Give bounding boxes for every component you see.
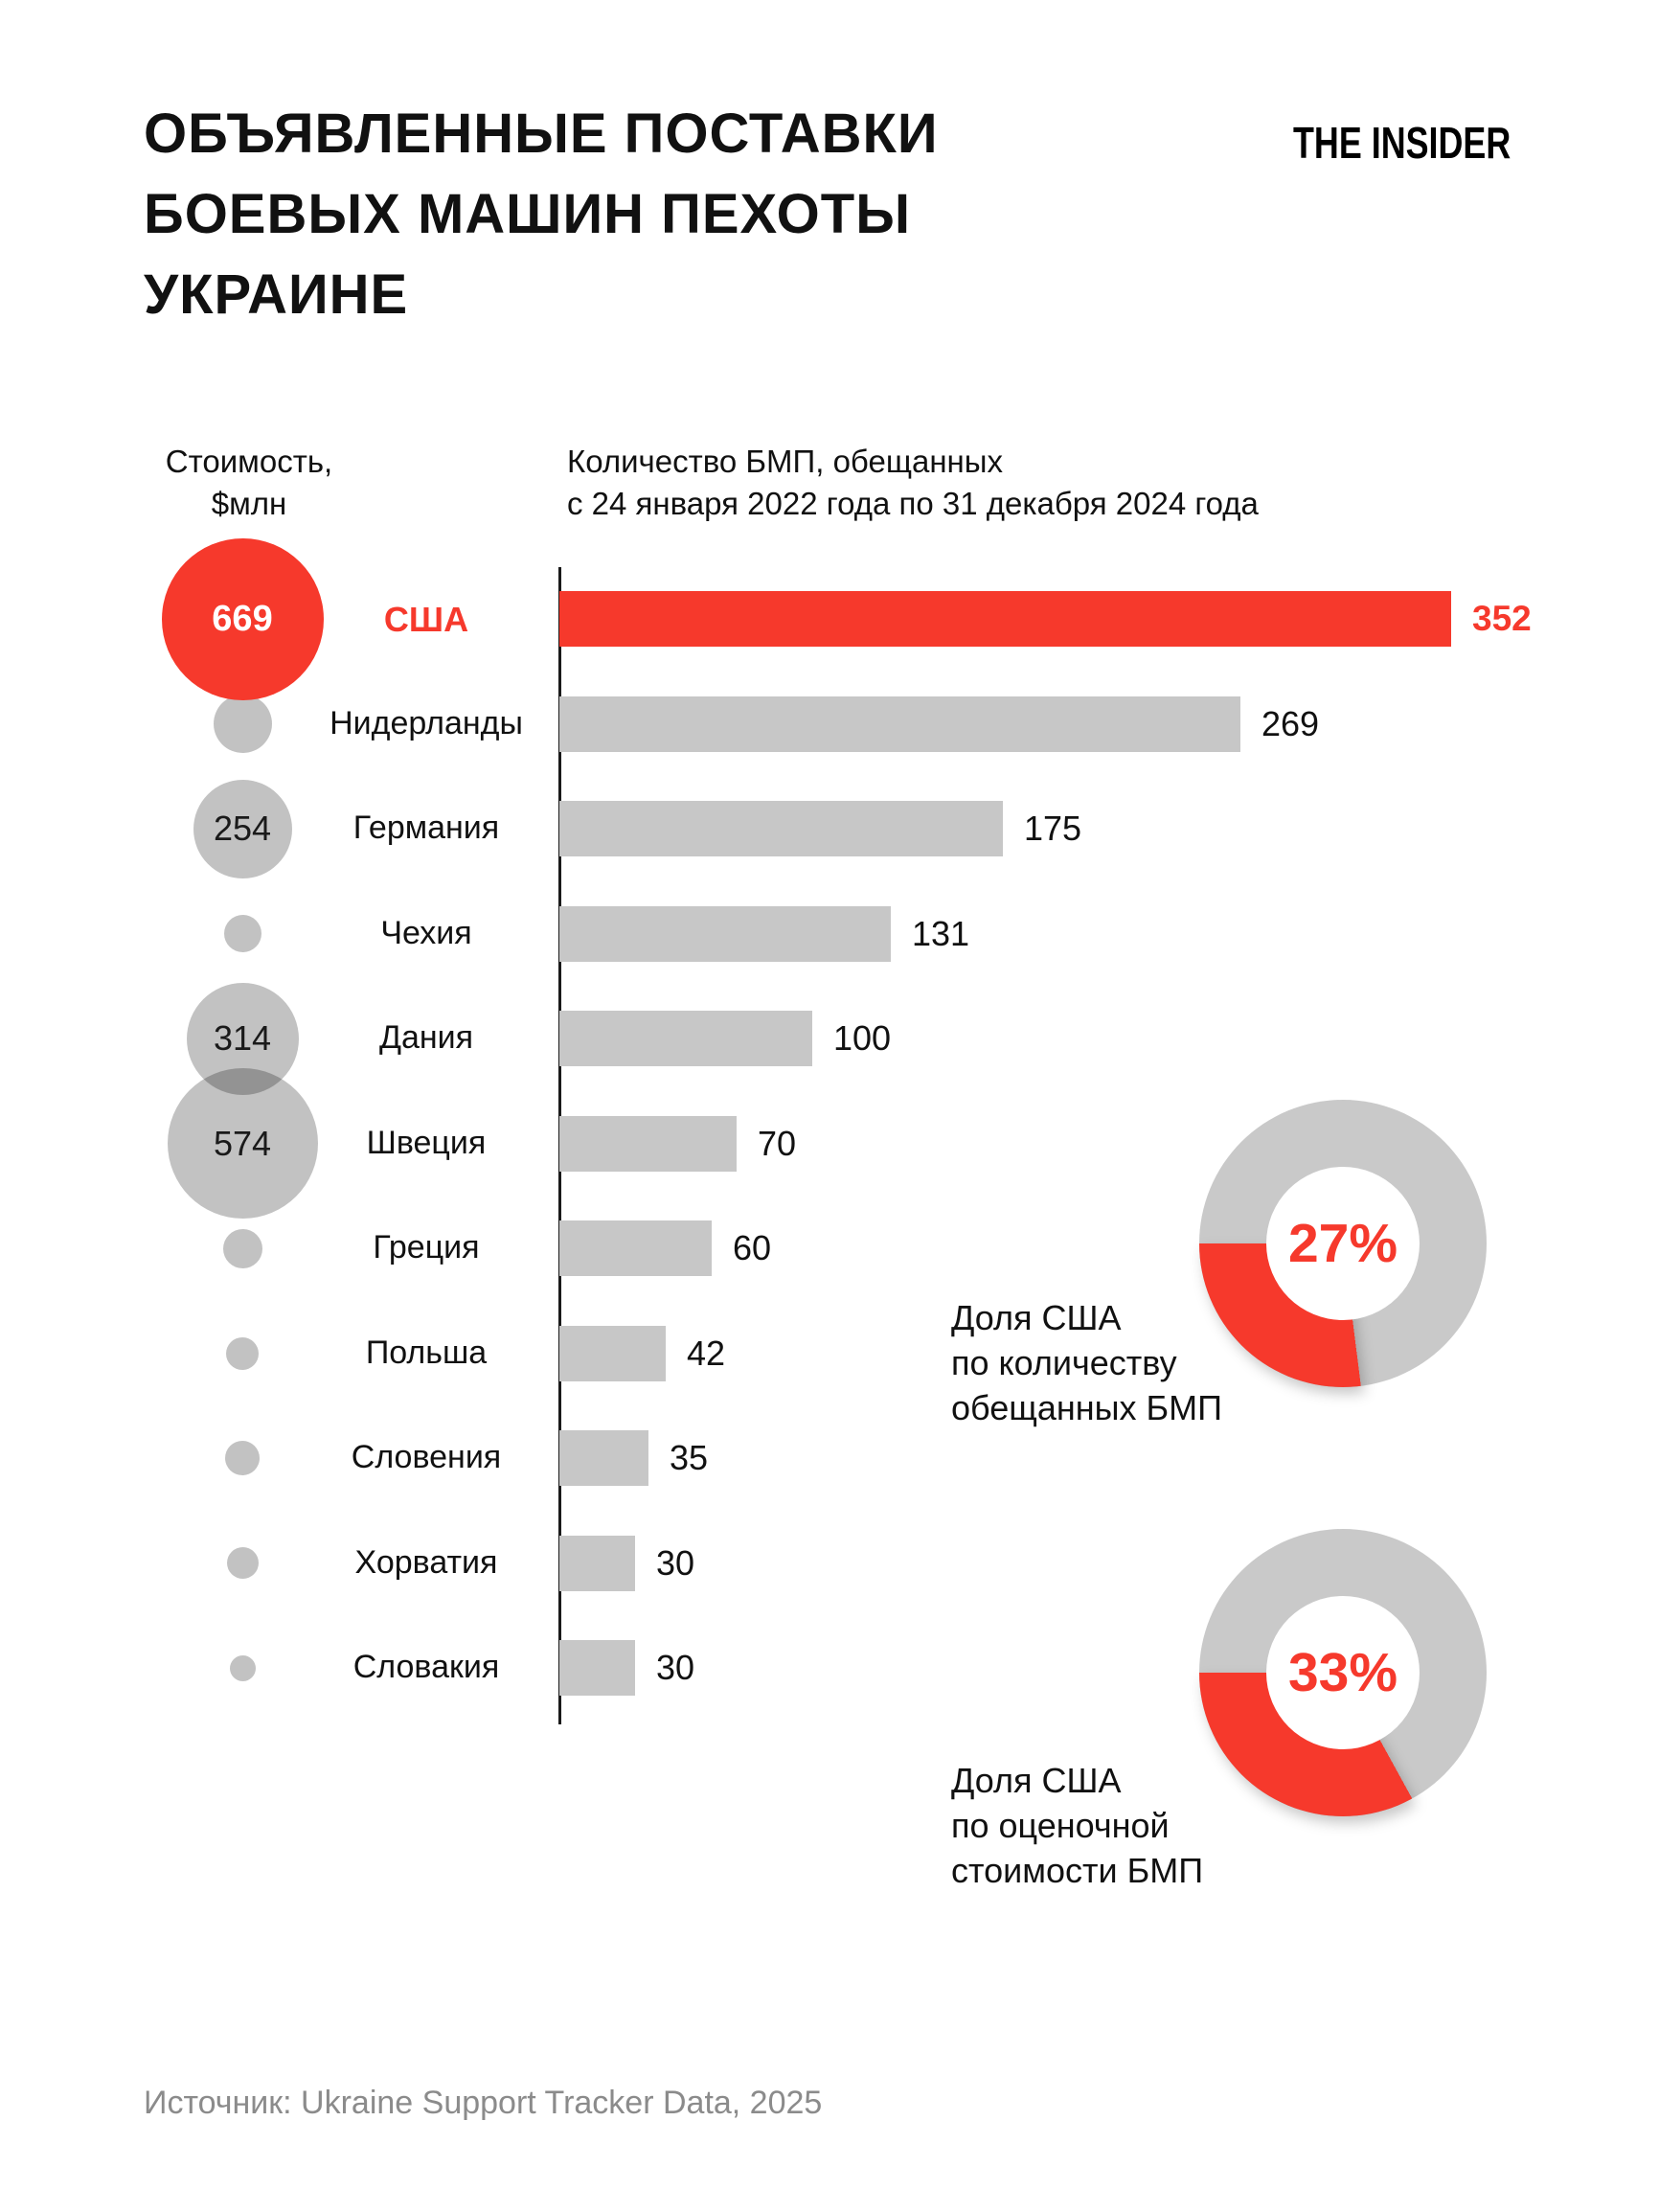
cost-bubble [229, 1654, 256, 1681]
quantity-value-label: 60 [733, 1228, 772, 1267]
country-label: Словения [351, 1439, 502, 1475]
quantity-bar [559, 1430, 648, 1486]
quantity-bar [559, 1220, 712, 1276]
cost-bubble-value: 314 [213, 1018, 272, 1058]
quantity-value-label: 131 [912, 913, 970, 953]
quantity-bar [559, 905, 891, 962]
quantity-value-label: 30 [656, 1542, 695, 1583]
quantity-bar [559, 1535, 635, 1591]
cost-column-header: Стоимость, $млн [105, 441, 393, 525]
cost-bubble [225, 1441, 260, 1475]
country-label: США [383, 600, 469, 639]
quantity-value-label: 35 [670, 1438, 709, 1477]
donut-percent-label: 27% [1287, 1213, 1398, 1274]
quantity-bar [559, 1325, 666, 1381]
donut-percent-label: 33% [1287, 1642, 1398, 1703]
cost-bubble: 669 [161, 537, 324, 700]
cost-column-header-line-2: $млн [211, 486, 287, 521]
source-note: Источник: Ukraine Support Tracker Data, … [144, 2085, 823, 2121]
page-title-line-1: ОБЪЯВЛЕННЫЕ ПОСТАВКИ [144, 103, 939, 165]
donut-caption-line: Доля США [951, 1298, 1122, 1337]
quantity-value-label: 30 [656, 1648, 695, 1687]
cost-column-header-line-1: Стоимость, [165, 444, 333, 479]
quantity-column-header-line-1: Количество БМП, обещанных [567, 444, 1003, 479]
country-label: Германия [352, 810, 500, 846]
quantity-bar [559, 696, 1240, 752]
cost-bubble [226, 1547, 259, 1579]
donut-hole [1266, 1167, 1420, 1320]
country-label: Польша [365, 1334, 488, 1371]
donut-caption-line: обещанных БМП [951, 1388, 1223, 1427]
donut-quantity-share-caption: Доля США по количеству обещанных БМП [951, 1295, 1353, 1430]
donut-caption-line: по оценочной [951, 1806, 1170, 1845]
page-title: ОБЪЯВЛЕННЫЕ ПОСТАВКИ БОЕВЫХ МАШИН ПЕХОТЫ… [144, 94, 939, 335]
cost-bubble-value: 254 [213, 809, 272, 848]
quantity-bar [559, 1115, 737, 1172]
quantity-value-label: 175 [1024, 809, 1082, 848]
donut-caption-line: по количеству [951, 1343, 1177, 1382]
donut-chart-quantity-share: 27% [1199, 1100, 1487, 1387]
cost-bubble [213, 695, 272, 753]
quantity-bar [559, 591, 1451, 647]
country-label: Словакия [352, 1649, 500, 1685]
quantity-bar [559, 1011, 812, 1066]
donut-hole [1266, 1596, 1420, 1749]
country-label: Хорватия [354, 1543, 498, 1581]
cost-bubble: 254 [193, 779, 292, 878]
the-insider-logo: THE INSIDER [1293, 118, 1511, 168]
country-label: Швеция [366, 1124, 487, 1161]
quantity-value-label: 42 [687, 1333, 726, 1373]
cost-bubble [223, 915, 261, 952]
page-title-line-3: УКРАИНЕ [144, 263, 409, 326]
cost-bubble [226, 1336, 259, 1370]
quantity-value-label: 352 [1472, 599, 1532, 638]
quantity-value-label: 269 [1261, 703, 1320, 743]
cost-bubble: 574 [167, 1068, 318, 1219]
country-label: Дания [378, 1019, 474, 1056]
donut-cost-share-caption: Доля США по оценочной стоимости БМП [951, 1758, 1353, 1893]
quantity-bar [559, 1640, 635, 1696]
cost-bubble-value: 669 [212, 598, 273, 639]
cost-bubble [222, 1228, 262, 1268]
cost-bubble: 314 [186, 982, 299, 1095]
quantity-value-label: 100 [833, 1018, 892, 1058]
country-label: Чехия [380, 914, 472, 951]
donut-caption-line: Доля США [951, 1761, 1122, 1800]
quantity-bar [559, 801, 1003, 856]
quantity-value-label: 70 [758, 1123, 797, 1163]
donut-caption-line: стоимости БМП [951, 1851, 1204, 1890]
country-label: Греция [373, 1229, 480, 1266]
country-label: Нидерланды [330, 704, 523, 741]
cost-bubble-value: 574 [213, 1123, 272, 1163]
donut-chart-cost-share: 33% [1199, 1529, 1487, 1816]
page-title-line-2: БОЕВЫХ МАШИН ПЕХОТЫ [144, 183, 912, 245]
quantity-column-header-line-2: с 24 января 2022 года по 31 декабря 2024… [567, 486, 1259, 521]
quantity-column-header: Количество БМП, обещанных с 24 января 20… [567, 441, 1525, 525]
